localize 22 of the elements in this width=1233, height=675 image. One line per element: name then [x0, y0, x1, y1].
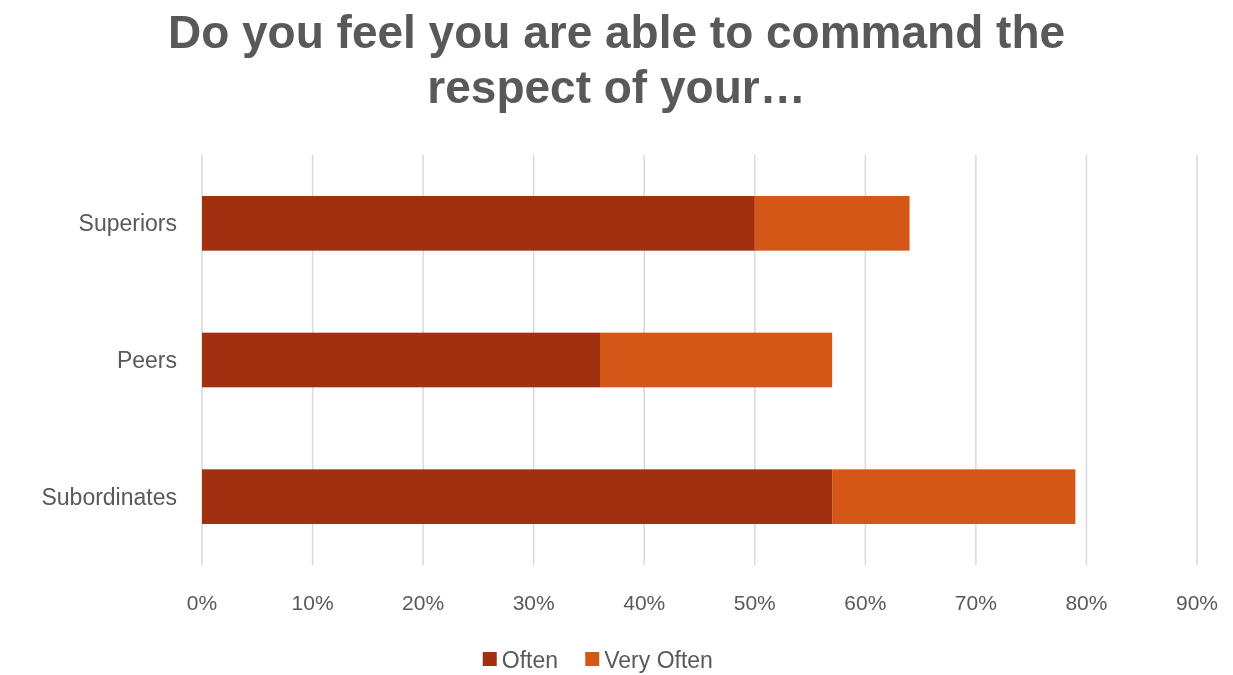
y-tick-label: Subordinates [41, 483, 177, 510]
x-tick-label: 90% [1175, 591, 1219, 614]
legend-label: Often [501, 647, 559, 674]
x-tick-label: 0% [186, 591, 218, 614]
bar [832, 469, 1076, 524]
bar [202, 469, 833, 524]
x-tick-label: 20% [402, 591, 445, 614]
bar [600, 332, 833, 388]
x-tick-label: 10% [291, 591, 334, 614]
y-tick-label: Superiors [78, 210, 177, 237]
x-tick-label: 60% [844, 591, 887, 614]
x-tick-label: 50% [733, 591, 776, 614]
bar [754, 196, 910, 251]
chart-title: Do you feel you are able to command the respect of your… [167, 6, 1066, 113]
y-tick-label: Peers [116, 347, 177, 374]
x-tick-label: 80% [1065, 591, 1108, 614]
x-tick-label: 40% [623, 591, 666, 614]
legend-label: Very Often [604, 647, 713, 674]
x-tick-label: 70% [954, 591, 997, 614]
x-tick-label: 30% [512, 591, 555, 614]
bar [202, 196, 755, 251]
bar [202, 332, 600, 388]
